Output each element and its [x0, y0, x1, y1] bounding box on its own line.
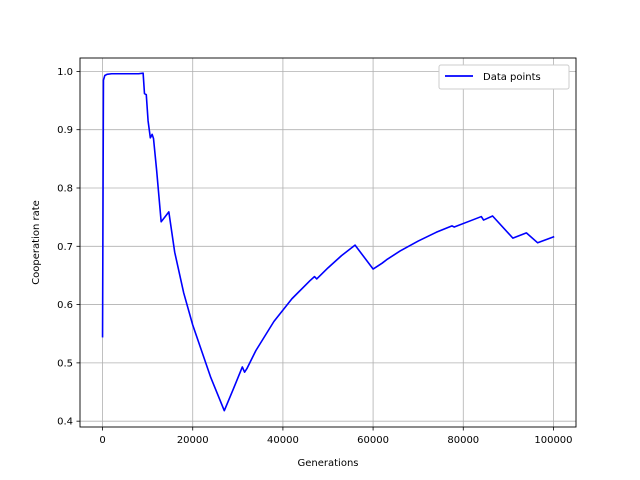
- plot-area: [80, 58, 576, 427]
- series-layer: [101, 72, 555, 412]
- x-tick-label: 0: [99, 435, 105, 446]
- grid-lines: [80, 58, 576, 427]
- legend-label-data-points: Data points: [483, 72, 541, 83]
- x-tick-label: 100000: [534, 435, 572, 446]
- y-tick-label: 0.6: [57, 300, 73, 311]
- legend: Data points: [438, 64, 570, 90]
- series-line-data-points: [101, 72, 555, 412]
- x-tick-label: 80000: [447, 435, 479, 446]
- x-axis-label: Generations: [298, 458, 359, 469]
- plot-frame: [79, 57, 577, 428]
- y-tick-label: 0.5: [57, 358, 73, 369]
- x-tick-label: 20000: [177, 435, 209, 446]
- legend-box: [438, 64, 570, 90]
- y-axis-label: Cooperation rate: [31, 200, 42, 285]
- y-tick-label: 0.8: [57, 183, 73, 194]
- y-tick-label: 1.0: [57, 67, 73, 78]
- y-tick-label: 0.9: [57, 125, 73, 136]
- y-tick-label: 0.7: [57, 242, 73, 253]
- axis-ticks: 0 20000 40000 60000 80000 100000 0.4 0.5 0.6 0.7 0…: [57, 67, 572, 446]
- x-tick-label: 60000: [357, 435, 389, 446]
- y-tick-label: 0.4: [57, 417, 73, 428]
- x-tick-label: 40000: [267, 435, 299, 446]
